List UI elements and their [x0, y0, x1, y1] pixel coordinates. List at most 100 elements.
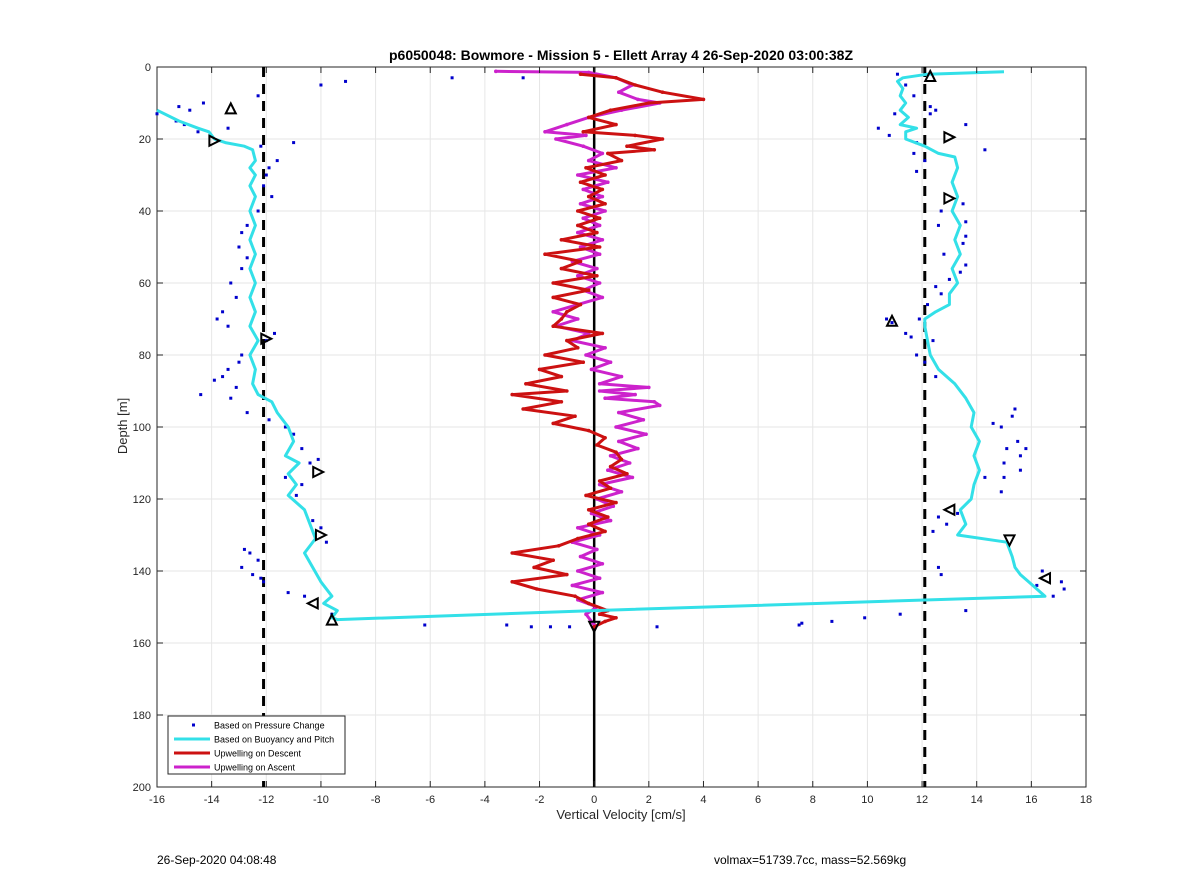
- upwelling-on-ascent-point: [608, 360, 613, 365]
- upwelling-on-descent-point: [559, 317, 564, 321]
- pressure-change-point: [316, 457, 320, 461]
- pressure-change-point: [1062, 587, 1066, 591]
- pressure-change-point: [936, 223, 940, 227]
- upwelling-on-ascent-point: [606, 180, 610, 184]
- pressure-change-point: [655, 625, 659, 629]
- upwelling-on-descent-point: [575, 209, 580, 213]
- upwelling-on-ascent-point: [627, 461, 632, 465]
- marker-triangle-left: [1037, 571, 1052, 585]
- upwelling-on-descent-point: [614, 616, 618, 620]
- upwelling-on-ascent-point: [636, 97, 640, 102]
- upwelling-on-descent-point: [606, 151, 610, 156]
- pressure-change-point: [915, 169, 919, 173]
- upwelling-on-descent-point: [603, 529, 607, 534]
- upwelling-on-ascent-point: [570, 583, 575, 588]
- pressure-change-point: [242, 547, 246, 551]
- upwelling-on-ascent-point: [616, 90, 621, 94]
- upwelling-on-descent-point: [701, 97, 706, 102]
- pressure-change-point: [1051, 594, 1055, 598]
- upwelling-on-descent-point: [597, 479, 602, 483]
- marker-triangle-left: [305, 596, 319, 611]
- upwelling-on-ascent-point: [616, 410, 621, 415]
- upwelling-on-descent-point: [595, 443, 599, 447]
- y-tick-label: 140: [133, 566, 151, 578]
- x-tick-label: -10: [313, 794, 329, 806]
- pressure-change-point: [964, 123, 968, 127]
- pressure-change-point: [201, 101, 205, 105]
- pressure-change-point: [259, 144, 263, 148]
- pressure-change-point: [895, 72, 899, 76]
- upwelling-on-descent-point: [578, 302, 583, 307]
- pressure-change-point: [196, 130, 200, 134]
- upwelling-on-descent-point: [614, 450, 618, 455]
- pressure-change-point: [221, 375, 225, 379]
- upwelling-on-ascent-point: [633, 392, 637, 397]
- pressure-change-point: [188, 108, 192, 112]
- chart-title: p6050048: Bowmore - Mission 5 - Ellett A…: [389, 47, 853, 63]
- pressure-change-point: [1005, 447, 1009, 451]
- x-tick-label: -4: [480, 794, 490, 806]
- upwelling-on-descent-point: [510, 551, 515, 555]
- pressure-change-point: [923, 360, 927, 364]
- pressure-change-point: [890, 321, 894, 325]
- marker-triangle-up: [885, 313, 899, 327]
- upwelling-on-ascent-point: [652, 400, 657, 404]
- pressure-change-point: [934, 285, 938, 289]
- marker-triangle-right: [314, 528, 329, 542]
- upwelling-on-descent-point: [614, 76, 618, 80]
- upwelling-on-descent-point: [521, 407, 525, 411]
- upwelling-on-descent-point: [600, 331, 605, 336]
- upwelling-on-ascent-point: [636, 446, 640, 451]
- upwelling-on-ascent-point: [619, 490, 624, 494]
- pressure-change-point: [1035, 583, 1039, 587]
- x-tick-label: 0: [591, 794, 597, 806]
- upwelling-on-ascent-point: [597, 482, 602, 487]
- upwelling-on-descent-point: [633, 133, 637, 138]
- upwelling-on-ascent-point: [578, 554, 583, 559]
- pressure-change-point: [568, 625, 572, 629]
- y-tick-label: 120: [133, 494, 151, 506]
- upwelling-on-ascent-point: [600, 590, 605, 595]
- upwelling-on-descent-point: [578, 259, 583, 264]
- upwelling-on-ascent-point: [647, 385, 651, 390]
- pressure-change-point: [240, 565, 244, 569]
- pressure-change-point: [240, 267, 244, 271]
- vehicle-info-footer: volmax=51739.7cc, mass=52.569kg: [714, 853, 907, 867]
- pressure-change-point: [221, 310, 225, 314]
- upwelling-on-descent-point: [603, 173, 607, 177]
- upwelling-on-ascent-point: [589, 367, 594, 372]
- upwelling-on-descent-point: [532, 565, 536, 570]
- pressure-change-point: [240, 353, 244, 357]
- pressure-change-point: [259, 576, 263, 580]
- pressure-change-point: [234, 385, 238, 389]
- legend-label: Upwelling on Descent: [214, 749, 302, 759]
- y-tick-label: 200: [133, 782, 151, 794]
- x-tick-label: 4: [700, 794, 706, 806]
- marker-triangle-up: [923, 68, 937, 82]
- x-tick-label: 8: [810, 794, 816, 806]
- pressure-change-point: [423, 623, 427, 627]
- x-tick-label: 6: [755, 794, 761, 806]
- x-tick-label: -6: [425, 794, 435, 806]
- upwelling-on-ascent-point: [600, 295, 605, 300]
- pressure-change-point: [1059, 580, 1063, 584]
- pressure-change-point: [939, 573, 943, 577]
- upwelling-on-ascent-point: [575, 569, 580, 573]
- legend-label: Based on Pressure Change: [214, 721, 325, 731]
- pressure-change-point: [926, 303, 930, 307]
- upwelling-on-descent-point: [581, 360, 586, 365]
- upwelling-on-descent-point: [573, 414, 577, 419]
- upwelling-on-descent-point: [565, 310, 569, 314]
- upwelling-on-descent-point: [614, 500, 618, 505]
- pressure-change-point: [830, 619, 834, 623]
- pressure-change-point: [294, 493, 298, 497]
- upwelling-on-ascent-point: [614, 425, 618, 429]
- upwelling-on-descent-point: [586, 115, 591, 120]
- x-tick-label: 16: [1025, 794, 1037, 806]
- upwelling-on-descent-point: [524, 382, 528, 386]
- pressure-change-point: [245, 256, 249, 260]
- upwelling-on-descent-point: [597, 216, 602, 220]
- pressure-change-point: [876, 126, 880, 130]
- upwelling-on-descent-point: [559, 238, 564, 242]
- pressure-change-point: [212, 378, 216, 382]
